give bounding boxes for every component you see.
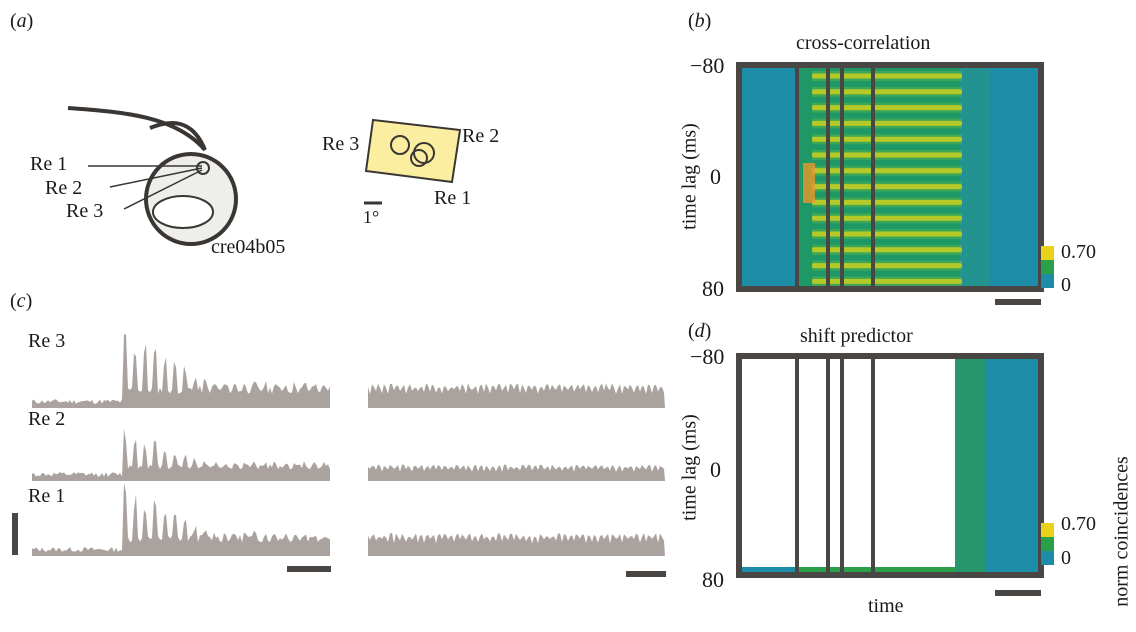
panel-b-colorbar-low xyxy=(1041,274,1054,288)
panel-b-stripe-halo-2 xyxy=(812,86,962,97)
electrode-label-re3: Re 3 xyxy=(66,200,104,222)
panel-b-stripe-12 xyxy=(812,247,962,253)
trace-stimulus-re1 xyxy=(32,482,330,556)
panel-b-stripe-halo-1 xyxy=(812,71,962,81)
panel-d-bottom-band-left xyxy=(739,567,797,575)
panel-b-stripe-7 xyxy=(812,168,962,174)
panel-b-stripe-halo-14 xyxy=(812,276,962,287)
row-label-re3: Re 3 xyxy=(28,330,66,352)
trace-stimulus-re3 xyxy=(32,334,330,408)
panel-b-stripe-halo-10 xyxy=(812,213,962,224)
panel-b-stripe-14 xyxy=(812,278,962,284)
receptive-field-square xyxy=(364,118,462,184)
panel-b-peak xyxy=(803,163,815,203)
panel-b-stripe-halo-11 xyxy=(812,229,962,239)
panel-d-bottom-band xyxy=(739,567,955,575)
panel-b-colorbar-high xyxy=(1041,246,1054,260)
panel-d-title: shift predictor xyxy=(800,325,913,347)
panel-b-ytick-mid: 0 xyxy=(710,164,721,189)
panel-b-stripe-halo-5 xyxy=(812,134,962,145)
panel-d-time-scale-bar xyxy=(995,590,1041,596)
panel-d-xlabel: time xyxy=(868,595,904,617)
panel-b-stripe-halo-13 xyxy=(812,260,962,271)
panel-b-stripe-10 xyxy=(812,215,962,221)
panel-c-label: (c) xyxy=(10,290,33,312)
trace-control-re2 xyxy=(368,464,665,481)
panel-b-time-scale-bar xyxy=(995,299,1041,305)
panel-d-ytick-mid: 0 xyxy=(710,457,721,482)
panel-b-stripe-halo-4 xyxy=(812,118,962,129)
panel-b-stripe-6 xyxy=(812,152,962,158)
panel-b-colorbar-max: 0.70 xyxy=(1061,241,1096,263)
panel-d-response-edge xyxy=(955,356,985,575)
panel-d-ytick-top: −80 xyxy=(690,344,725,369)
panel-d-colorbar-high xyxy=(1041,523,1054,537)
electrode-label-re1: Re 1 xyxy=(30,153,68,175)
panel-a-label: (a) xyxy=(10,10,34,32)
time-scale-bar-left xyxy=(287,566,331,572)
panel-b-ytick-top: −80 xyxy=(690,53,725,78)
panel-d-frame xyxy=(736,353,1044,578)
panel-b-stripe-halo-3 xyxy=(812,102,962,113)
panel-b-stripe-4 xyxy=(812,120,962,126)
panel-d-colorbar-low xyxy=(1041,551,1054,565)
panel-b-stripe-13 xyxy=(812,263,962,269)
panel-d-label: (d) xyxy=(688,320,712,342)
panel-b-stripe-3 xyxy=(812,105,962,111)
panel-b-stripe-9 xyxy=(812,199,962,205)
panel-d-colorbar-min: 0 xyxy=(1061,547,1071,569)
panel-b-stripe-halo-7 xyxy=(812,165,962,176)
panel-b-frame xyxy=(736,62,1044,292)
vertical-scale-bar xyxy=(12,513,18,555)
cell-id: cre04b05 xyxy=(211,236,286,258)
panel-b-stripe-8 xyxy=(812,184,962,190)
panel-b-label: (b) xyxy=(688,10,712,32)
panel-b-stripe-11 xyxy=(812,231,962,237)
time-scale-bar-right xyxy=(626,571,666,577)
row-label-re1: Re 1 xyxy=(28,485,66,507)
panel-b-stripe-halo-6 xyxy=(812,150,962,160)
panel-b-stripe-5 xyxy=(812,136,962,142)
row-label-re2: Re 2 xyxy=(28,408,66,430)
panel-b-colorbar-mid xyxy=(1041,260,1054,274)
panel-b-stripe-2 xyxy=(812,89,962,95)
panel-b-stripe-halo-8 xyxy=(812,181,962,192)
rf-label-re2: Re 2 xyxy=(462,125,500,147)
panel-b-stripe-halo-12 xyxy=(812,244,962,255)
trace-stimulus-re2 xyxy=(32,428,330,481)
scale-label: 1° xyxy=(363,207,380,227)
panel-d-colorbar-max: 0.70 xyxy=(1061,513,1096,535)
trace-control-re3 xyxy=(368,383,665,408)
panel-d-ytick-bot: 80 xyxy=(702,567,724,592)
panel-d-colorbar-mid xyxy=(1041,537,1054,551)
panel-b-tail-region xyxy=(960,65,990,289)
panel-b-ytick-bot: 80 xyxy=(702,276,724,301)
trace-control-re1 xyxy=(368,532,665,556)
panel-b-title: cross-correlation xyxy=(796,32,931,54)
rf-label-re1: Re 1 xyxy=(434,187,472,209)
electrode-label-re2: Re 2 xyxy=(45,177,83,199)
panel-b-stripe-1 xyxy=(812,73,962,79)
rf-label-re3: Re 3 xyxy=(322,133,360,155)
panel-b-stripe-halo-9 xyxy=(812,197,962,208)
panel-b-response-region xyxy=(800,65,960,289)
panel-b-colorbar-min: 0 xyxy=(1061,274,1071,296)
